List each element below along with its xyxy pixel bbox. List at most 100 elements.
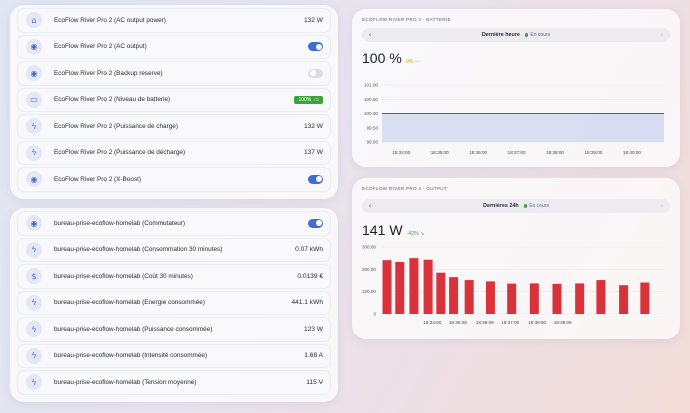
bureau-entity-list: ◉ bureau-prise-ecoflow-homelab (Commutate… <box>17 211 331 397</box>
y-tick-label: 100.00 <box>362 289 376 294</box>
entity-row[interactable]: $ bureau-prise-ecoflow-homelab (Coût 30 m… <box>17 264 331 289</box>
period-selector[interactable]: ‹ Dernières 24h En cours › <box>362 199 670 213</box>
value-unit: % <box>389 50 402 66</box>
entity-label: bureau-prise-ecoflow-homelab (Consommati… <box>54 246 223 254</box>
bar <box>640 282 650 314</box>
battery-charging-icon: ▭ <box>314 96 319 103</box>
entity-row[interactable]: ϟ bureau-prise-ecoflow-homelab (Energie c… <box>17 290 331 315</box>
entity-row[interactable]: ◉ EcoFlow River Pro 2 (Backup reserve) <box>17 61 331 86</box>
chevron-left-icon[interactable]: ‹ <box>368 31 372 39</box>
bar <box>436 272 446 314</box>
toggle-icon: ◉ <box>26 65 42 82</box>
bar <box>596 280 606 314</box>
x-tick-label: 18:37:00 <box>508 150 526 155</box>
bureau-entities-card: ◉ bureau-prise-ecoflow-homelab (Commutate… <box>10 208 338 402</box>
entity-label: bureau-prise-ecoflow-homelab (Intensité … <box>54 352 208 360</box>
value-delta: 0% — <box>405 59 420 65</box>
bar <box>485 281 495 314</box>
entity-label: EcoFlow River Pro 2 (Puissance de charge… <box>54 122 178 130</box>
bar <box>529 283 539 314</box>
bar <box>423 259 433 314</box>
entity-row[interactable]: ϟ bureau-prise-ecoflow-homelab (Tension m… <box>17 370 331 395</box>
bar <box>507 283 517 314</box>
entity-row[interactable]: ϟ EcoFlow River Pro 2 (Puissance de charg… <box>17 114 331 139</box>
entity-label: bureau-prise-ecoflow-homelab (Puissance … <box>54 325 213 333</box>
entity-row[interactable]: ϟ bureau-prise-ecoflow-homelab (Intensité… <box>17 343 331 368</box>
value-delta: -42% ↘ <box>406 231 425 237</box>
entity-label: EcoFlow River Pro 2 (X-Boost) <box>54 175 142 183</box>
value-number: 100 <box>362 50 386 66</box>
flash-icon: ϟ <box>26 321 42 338</box>
battery-graph-card[interactable]: ECOFLOW RIVER PRO 2 - BATTERIE ‹ Dernièr… <box>352 9 680 167</box>
entity-value: 441.1 kWh <box>291 299 323 307</box>
y-tick-label: 100.50 <box>364 97 378 102</box>
ecoflow-entities-card: ⌂ EcoFlow River Pro 2 (AC output power) 13… <box>10 5 338 199</box>
period-label: Dernières 24h <box>483 203 519 209</box>
entity-row[interactable]: ϟ bureau-prise-ecoflow-homelab (Puissance… <box>17 317 331 342</box>
entity-value: 132 W <box>303 122 323 130</box>
bar <box>449 277 459 314</box>
flash-icon: ϟ <box>26 118 42 135</box>
live-dot-icon <box>523 204 528 208</box>
live-status: En cours <box>529 203 549 209</box>
entity-row[interactable]: ϟ EcoFlow River Pro 2 (Puissance de décha… <box>17 140 331 165</box>
toggle-switch[interactable] <box>308 218 323 228</box>
value-unit: W <box>389 222 403 238</box>
entity-row[interactable]: ▭ EcoFlow River Pro 2 (Niveau de batterie… <box>17 87 331 112</box>
entity-label: EcoFlow River Pro 2 (Niveau de batterie) <box>54 96 171 104</box>
x-tick-label: 18:34:00 <box>423 320 441 325</box>
entity-label: EcoFlow River Pro 2 (AC output) <box>54 43 147 51</box>
bar <box>395 261 405 314</box>
current-value: 141 W -42% ↘ <box>362 222 424 238</box>
chevron-right-icon[interactable]: › <box>660 31 664 39</box>
toggle-icon: ◉ <box>26 215 42 232</box>
entity-row[interactable]: ϟ bureau-prise-ecoflow-homelab (Consommat… <box>17 237 331 262</box>
output-graph-card[interactable]: ECOFLOW RIVER PRO 2 - OUTPUT ‹ Dernières… <box>352 178 680 339</box>
entity-row[interactable]: ◉ EcoFlow River Pro 2 (X-Boost) <box>17 167 331 192</box>
chevron-right-icon[interactable]: › <box>660 202 664 210</box>
bar <box>382 260 392 314</box>
entity-value: 123 W <box>303 325 323 333</box>
period-label: Dernière heure <box>481 32 520 38</box>
entity-label: EcoFlow River Pro 2 (Puissance de déchar… <box>54 149 186 157</box>
flash-icon: ϟ <box>26 374 42 391</box>
current-value: 100 % 0% — <box>362 50 420 66</box>
bar <box>552 283 562 314</box>
bar <box>464 280 474 314</box>
home-icon: ⌂ <box>26 12 42 29</box>
toggle-switch[interactable] <box>308 174 323 184</box>
x-tick-label: 18:35:00 <box>431 150 449 155</box>
x-tick-label: 18:38:00 <box>546 150 564 155</box>
output-chart: 0 100.00 200.00 300.00 18:34:00 18:35:00 18:36… <box>362 245 664 325</box>
x-tick-label: 18:40:00 <box>623 150 641 155</box>
battery-chart: 99.00 99.50 100.00 100.50 101.00 18:34:00 18:3… <box>364 83 664 155</box>
flash-icon: ϟ <box>26 241 42 258</box>
entity-row[interactable]: ⌂ EcoFlow River Pro 2 (AC output power) 13… <box>17 8 331 33</box>
live-status: En cours <box>530 32 551 38</box>
bar <box>619 285 629 314</box>
toggle-icon: ◉ <box>26 171 42 188</box>
battery-badge: 100% ▭ <box>294 95 323 104</box>
entity-value: 0.07 kWh <box>295 246 323 254</box>
toggle-switch[interactable] <box>308 42 323 52</box>
entity-label: bureau-prise-ecoflow-homelab (Energie co… <box>54 299 205 307</box>
x-tick-label: 18:39:00 <box>554 320 572 325</box>
period-selector[interactable]: ‹ Dernière heure En cours › <box>362 28 670 42</box>
chevron-left-icon[interactable]: ‹ <box>368 202 372 210</box>
entity-value: 115 V <box>306 378 323 386</box>
x-tick-label: 18:37:00 <box>501 320 519 325</box>
y-tick-label: 300.00 <box>362 245 376 250</box>
y-tick-label: 200.00 <box>362 267 376 272</box>
x-tick-label: 18:35:00 <box>449 320 467 325</box>
entity-row[interactable]: ◉ bureau-prise-ecoflow-homelab (Commutate… <box>17 211 331 236</box>
entity-value: 132 W <box>303 16 323 24</box>
entity-value: 0.0139 € <box>297 272 323 280</box>
bar <box>575 283 585 314</box>
live-dot-icon <box>524 33 529 37</box>
y-tick-label: 99.50 <box>367 125 379 130</box>
entity-value: 137 W <box>303 149 323 157</box>
entity-label: EcoFlow River Pro 2 (AC output power) <box>54 16 166 24</box>
toggle-switch[interactable] <box>308 68 323 78</box>
y-tick-label: 101.00 <box>364 83 378 88</box>
entity-row[interactable]: ◉ EcoFlow River Pro 2 (AC output) <box>17 34 331 59</box>
